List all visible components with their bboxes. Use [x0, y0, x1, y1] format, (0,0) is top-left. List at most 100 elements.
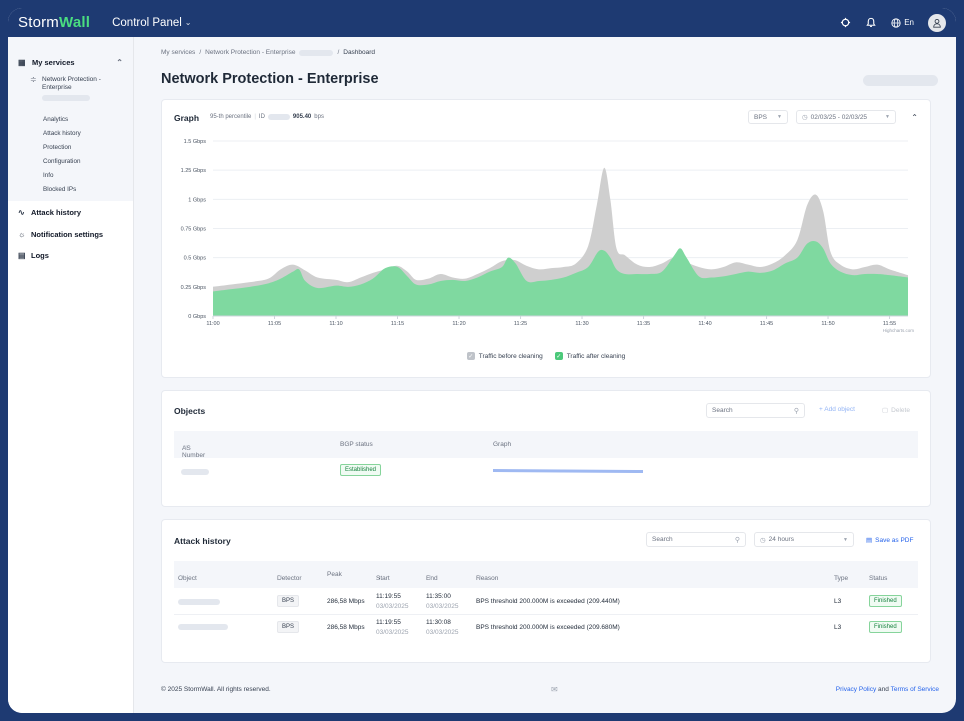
end-cell: 11:30:08 03/03/2025 [426, 619, 459, 636]
bgp-sparkline [493, 469, 643, 473]
chart-legend: ✓ Traffic before cleaning ✓ Traffic afte… [162, 352, 930, 360]
bell-icon[interactable] [865, 17, 877, 29]
period-select[interactable]: ◷ 24 hours ▼ [754, 532, 854, 547]
control-panel-menu[interactable]: Control Panel ⌄ [112, 17, 191, 29]
object-redacted [178, 599, 220, 605]
chevron-up-icon[interactable]: ⌃ [911, 113, 918, 122]
search-icon: ⚲ [793, 407, 799, 415]
status-badge: Finished [869, 621, 902, 633]
top-bar: StormWall Control Panel ⌄ En [8, 8, 956, 37]
checkbox-icon: ✓ [554, 352, 563, 360]
attack-history-card: Attack history Search ⚲ ◷ 24 hours ▼ ▤ S… [161, 519, 931, 663]
delete-button[interactable]: ▢ Delete [882, 406, 910, 415]
sidebar-item-label: Notification settings [31, 229, 104, 239]
detector-badge: BPS [277, 595, 300, 607]
terms-of-service-link[interactable]: Terms of Service [890, 686, 939, 693]
x-tick-label: 11:10 [329, 321, 342, 327]
add-object-button[interactable]: + Add object [819, 406, 855, 413]
objects-table-header: AS Number ⇕ BGP status Graph [174, 431, 918, 459]
start-cell: 11:19:55 03/03/2025 [376, 619, 409, 636]
service-id-redacted [42, 95, 90, 101]
date-range-value: 02/03/25 - 02/03/25 [810, 113, 868, 121]
clock-icon: ◷ [802, 114, 808, 121]
type-value: L3 [834, 598, 842, 605]
series-after-cleaning [213, 240, 908, 316]
id-redacted [267, 114, 290, 120]
x-tick-label: 11:25 [514, 321, 527, 327]
percentile-value: 905.40 [292, 114, 312, 120]
checkbox-icon: ✓ [466, 352, 475, 360]
legend-item-after[interactable]: ✓ Traffic after cleaning [554, 352, 625, 360]
sidebar-item-attack-history[interactable]: ∿ Attack history [8, 202, 133, 224]
user-avatar[interactable] [928, 13, 946, 32]
language-selector[interactable]: En [891, 17, 914, 29]
trash-icon: ▢ [882, 407, 889, 414]
network-icon: ≑ [30, 75, 37, 84]
breadcrumb-separator: / [337, 49, 340, 56]
col-graph: Graph [493, 441, 512, 448]
sidebar: ▦ My services ⌃ ≑ Network Protection - E… [8, 37, 134, 713]
x-tick-label: 11:40 [698, 321, 711, 327]
sidebar-sub-configuration[interactable]: Configuration [43, 158, 81, 165]
and-text: and [878, 686, 889, 693]
sidebar-service-item[interactable]: ≑ Network Protection - Enterprise [8, 71, 133, 104]
sidebar-sub-attack-history[interactable]: Attack history [43, 130, 81, 137]
attack-search-input[interactable]: Search ⚲ [646, 532, 746, 547]
sidebar-item-logs[interactable]: ▤ Logs [8, 245, 133, 267]
caret-down-icon: ▼ [777, 114, 782, 120]
stormwall-logo[interactable]: StormWall [18, 14, 91, 31]
y-tick-label: 0.5 Gbps [184, 256, 207, 262]
peak-value: 286,58 Mbps [327, 624, 365, 631]
language-label: En [904, 18, 914, 27]
objects-card: Objects Search ⚲ + Add object ▢ Delete A… [161, 390, 931, 507]
sidebar-my-services[interactable]: ▦ My services ⌃ [8, 37, 133, 71]
sidebar-sub-info[interactable]: Info [43, 172, 54, 179]
sidebar-sub-analytics[interactable]: Analytics [43, 116, 69, 123]
breadcrumb-my-services[interactable]: My services [161, 49, 196, 56]
x-tick-label: 11:05 [268, 321, 281, 327]
graph-title: Graph [174, 113, 200, 123]
breadcrumb-separator: / [199, 49, 202, 56]
caret-down-icon: ▼ [885, 114, 890, 120]
caret-down-icon: ▼ [843, 536, 848, 543]
col-peak: Peak [327, 571, 342, 578]
bug-icon: ☼ [18, 229, 26, 239]
sidebar-item-label: Logs [31, 251, 49, 261]
support-icon[interactable] [839, 17, 851, 29]
objects-search-input[interactable]: Search ⚲ [706, 403, 805, 418]
sidebar-item-notification-settings[interactable]: ☼ Notification settings [8, 224, 133, 246]
sidebar-item-label: Attack history [31, 208, 82, 218]
type-value: L3 [834, 624, 842, 631]
title-pill-redacted [863, 75, 938, 86]
sidebar-sub-blocked-ips[interactable]: Blocked IPs [43, 186, 77, 193]
date-range-picker[interactable]: ◷ 02/03/25 - 02/03/25 ▼ [796, 110, 896, 124]
y-tick-label: 1.5 Gbps [184, 139, 207, 145]
sidebar-sub-protection[interactable]: Protection [43, 144, 72, 151]
service-name: Network Protection - Enterprise [42, 76, 101, 91]
percentile-unit: bps [314, 114, 324, 120]
main-content: My services / Network Protection - Enter… [134, 37, 956, 713]
peak-value: 286,58 Mbps [327, 598, 365, 605]
my-services-group: ▦ My services ⌃ ≑ Network Protection - E… [8, 37, 133, 201]
save-pdf-button[interactable]: ▤ Save as PDF [866, 536, 913, 545]
my-services-label: My services [32, 58, 75, 67]
legend-label-before: Traffic before cleaning [478, 352, 543, 360]
privacy-policy-link[interactable]: Privacy Policy [835, 686, 877, 693]
search-placeholder: Search [712, 407, 733, 414]
mail-icon[interactable]: ✉ [551, 685, 558, 694]
y-tick-label: 0.25 Gbps [181, 285, 207, 291]
footer: © 2025 StormWall. All rights reserved. ✉… [161, 685, 939, 694]
breadcrumb-current: Dashboard [343, 49, 376, 56]
user-icon [933, 18, 941, 28]
metric-select[interactable]: BPS ▼ [748, 110, 788, 124]
highcharts-credit: Highcharts.com [883, 328, 915, 333]
status-badge: Finished [869, 595, 902, 607]
x-tick-label: 11:50 [821, 321, 834, 327]
activity-icon: ∿ [18, 208, 25, 218]
attack-table-header: Object ⇕ Detector ⇕ Peak Start ↓ End ⇕ Reaso… [174, 561, 918, 588]
status-badge: Established [340, 464, 382, 476]
objects-title: Objects [174, 406, 206, 416]
y-tick-label: 0.75 Gbps [181, 227, 207, 233]
breadcrumb-service[interactable]: Network Protection - Enterprise [205, 49, 296, 56]
legend-item-before[interactable]: ✓ Traffic before cleaning [466, 352, 543, 360]
